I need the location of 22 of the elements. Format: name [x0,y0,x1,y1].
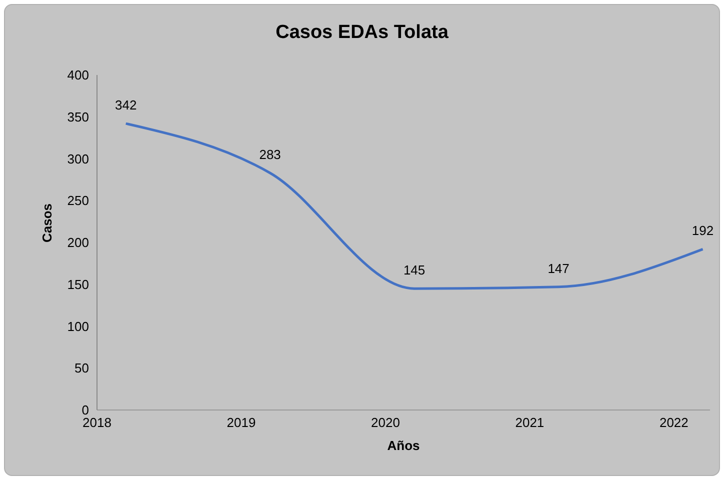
data-label: 145 [403,262,426,278]
y-axis-title: Casos [40,203,55,242]
data-label: 192 [692,223,714,238]
y-tick-label: 150 [67,276,89,292]
y-tick-label: 350 [67,109,89,124]
x-tick-label: 2021 [515,415,544,430]
data-label: 147 [548,260,570,276]
y-tick-label: 0 [82,402,89,418]
y-tick-label: 100 [67,318,89,334]
y-tick-label: 250 [67,193,89,208]
data-label: 342 [114,98,137,113]
y-tick-label: 300 [67,151,89,166]
x-tick-label: 2018 [82,415,112,430]
y-tick-label: 400 [67,68,89,83]
chart-title: Casos EDAs Tolata [274,22,450,44]
y-tick-label: 200 [67,235,89,250]
data-label: 283 [259,146,281,162]
x-tick-label: 2022 [659,415,688,430]
x-axis-title: Años [387,438,420,453]
y-tick-label: 50 [74,360,89,376]
x-tick-label: 2019 [226,415,256,430]
x-tick-label: 2020 [371,415,400,430]
